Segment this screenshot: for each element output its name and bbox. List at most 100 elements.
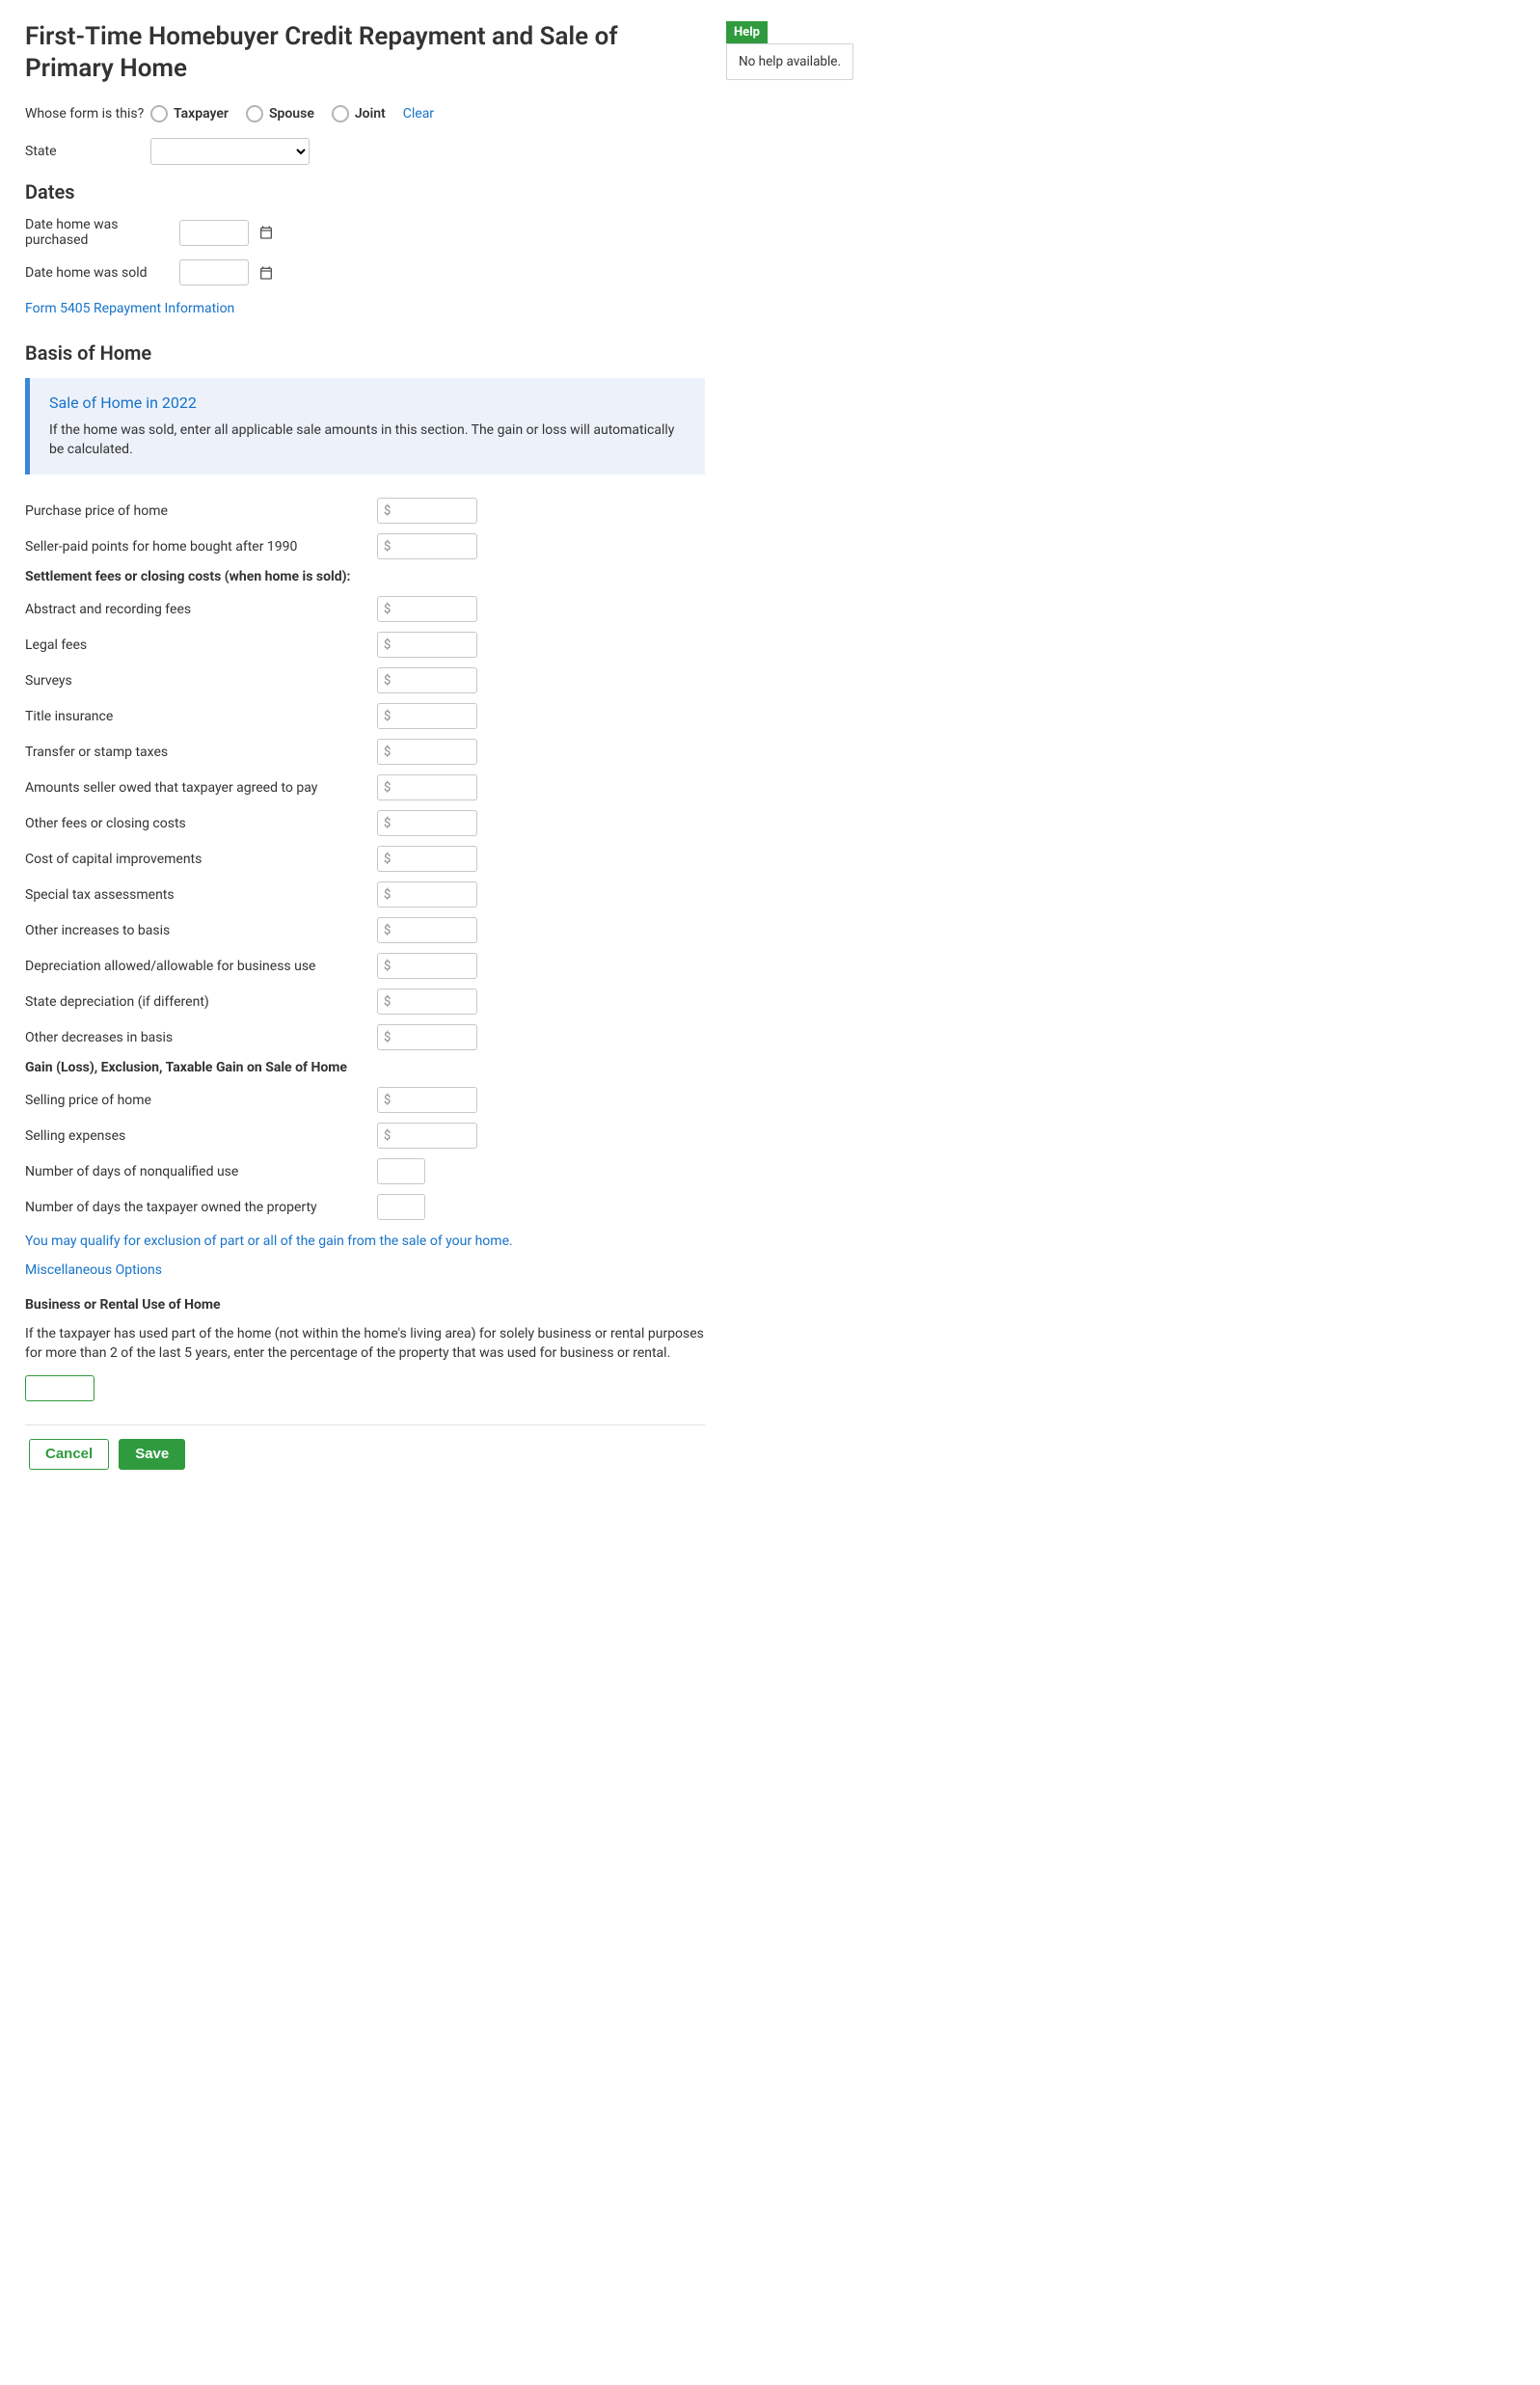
amounts-seller-owed-row: Amounts seller owed that taxpayer agreed… xyxy=(25,774,705,800)
info-box-title: Sale of Home in 2022 xyxy=(49,393,686,412)
gain-loss-head: Gain (Loss), Exclusion, Taxable Gain on … xyxy=(25,1060,705,1075)
purchase-price-label: Purchase price of home xyxy=(25,503,377,519)
transfer-taxes-row: Transfer or stamp taxes $ xyxy=(25,739,705,765)
seller-paid-points-row: Seller-paid points for home bought after… xyxy=(25,533,705,559)
special-tax-label: Special tax assessments xyxy=(25,887,377,903)
button-row: Cancel Save xyxy=(29,1439,705,1470)
radio-taxpayer[interactable]: Taxpayer xyxy=(150,105,229,122)
capital-improvements-label: Cost of capital improvements xyxy=(25,852,377,867)
other-increases-input[interactable] xyxy=(377,917,477,943)
legal-fees-label: Legal fees xyxy=(25,637,377,653)
legal-fees-row: Legal fees $ xyxy=(25,632,705,658)
surveys-label: Surveys xyxy=(25,673,377,689)
date-sold-row: Date home was sold xyxy=(25,259,705,285)
separator-rule xyxy=(25,1424,705,1425)
other-increases-label: Other increases to basis xyxy=(25,923,377,938)
business-rental-percent-input[interactable] xyxy=(25,1375,95,1401)
basis-section-title: Basis of Home xyxy=(25,341,705,365)
calendar-icon[interactable] xyxy=(258,265,274,281)
other-fees-row: Other fees or closing costs $ xyxy=(25,810,705,836)
capital-improvements-input[interactable] xyxy=(377,846,477,872)
cancel-button[interactable]: Cancel xyxy=(29,1439,109,1470)
selling-price-row: Selling price of home $ xyxy=(25,1087,705,1113)
help-box: No help available. xyxy=(726,43,853,80)
radio-circle-icon[interactable] xyxy=(246,105,263,122)
date-purchased-input[interactable] xyxy=(179,220,249,246)
owned-days-row: Number of days the taxpayer owned the pr… xyxy=(25,1194,705,1220)
special-tax-input[interactable] xyxy=(377,881,477,908)
selling-expenses-label: Selling expenses xyxy=(25,1128,377,1144)
amounts-seller-owed-input[interactable] xyxy=(377,774,477,800)
surveys-row: Surveys $ xyxy=(25,667,705,693)
dates-section-title: Dates xyxy=(25,180,705,203)
owned-days-label: Number of days the taxpayer owned the pr… xyxy=(25,1200,377,1215)
radio-circle-icon[interactable] xyxy=(332,105,349,122)
clear-link[interactable]: Clear xyxy=(403,106,434,122)
state-depreciation-label: State depreciation (if different) xyxy=(25,994,377,1010)
selling-price-label: Selling price of home xyxy=(25,1093,377,1108)
state-select[interactable] xyxy=(150,138,310,165)
page-title: First-Time Homebuyer Credit Repayment an… xyxy=(25,21,705,84)
transfer-taxes-input[interactable] xyxy=(377,739,477,765)
state-row: State xyxy=(25,138,705,165)
other-decreases-row: Other decreases in basis $ xyxy=(25,1024,705,1050)
info-box: Sale of Home in 2022 If the home was sol… xyxy=(25,378,705,474)
other-fees-input[interactable] xyxy=(377,810,477,836)
form-5405-link[interactable]: Form 5405 Repayment Information xyxy=(25,301,234,316)
whose-form-radio-group: Taxpayer Spouse Joint Clear xyxy=(150,105,434,122)
date-purchased-label: Date home was purchased xyxy=(25,217,179,248)
depreciation-row: Depreciation allowed/allowable for busin… xyxy=(25,953,705,979)
radio-taxpayer-label: Taxpayer xyxy=(174,106,229,122)
other-decreases-input[interactable] xyxy=(377,1024,477,1050)
depreciation-input[interactable] xyxy=(377,953,477,979)
radio-spouse-label: Spouse xyxy=(269,106,314,122)
radio-spouse[interactable]: Spouse xyxy=(246,105,314,122)
settlement-fees-head: Settlement fees or closing costs (when h… xyxy=(25,569,705,584)
purchase-price-row: Purchase price of home $ xyxy=(25,498,705,524)
nonqualified-days-input[interactable] xyxy=(377,1158,425,1184)
state-depreciation-input[interactable] xyxy=(377,989,477,1015)
title-insurance-input[interactable] xyxy=(377,703,477,729)
exclusion-link[interactable]: You may qualify for exclusion of part or… xyxy=(25,1233,513,1249)
legal-fees-input[interactable] xyxy=(377,632,477,658)
business-rental-head: Business or Rental Use of Home xyxy=(25,1297,705,1313)
nonqualified-days-label: Number of days of nonqualified use xyxy=(25,1164,377,1179)
title-insurance-label: Title insurance xyxy=(25,709,377,724)
main-form-area: First-Time Homebuyer Credit Repayment an… xyxy=(25,21,705,1470)
capital-improvements-row: Cost of capital improvements $ xyxy=(25,846,705,872)
state-label: State xyxy=(25,144,150,159)
other-fees-label: Other fees or closing costs xyxy=(25,816,377,831)
seller-paid-points-input[interactable] xyxy=(377,533,477,559)
help-panel: Help No help available. xyxy=(726,21,853,1470)
other-decreases-label: Other decreases in basis xyxy=(25,1030,377,1045)
date-purchased-row: Date home was purchased xyxy=(25,217,705,248)
special-tax-row: Special tax assessments $ xyxy=(25,881,705,908)
state-depreciation-row: State depreciation (if different) $ xyxy=(25,989,705,1015)
misc-options-link[interactable]: Miscellaneous Options xyxy=(25,1262,162,1278)
radio-joint[interactable]: Joint xyxy=(332,105,386,122)
seller-paid-points-label: Seller-paid points for home bought after… xyxy=(25,539,377,555)
business-rental-text: If the taxpayer has used part of the hom… xyxy=(25,1324,705,1364)
depreciation-label: Depreciation allowed/allowable for busin… xyxy=(25,959,377,974)
abstract-fees-input[interactable] xyxy=(377,596,477,622)
info-box-text: If the home was sold, enter all applicab… xyxy=(49,421,686,459)
calendar-icon[interactable] xyxy=(258,225,274,240)
selling-price-input[interactable] xyxy=(377,1087,477,1113)
abstract-fees-row: Abstract and recording fees $ xyxy=(25,596,705,622)
date-sold-label: Date home was sold xyxy=(25,265,179,281)
save-button[interactable]: Save xyxy=(119,1439,185,1470)
purchase-price-input[interactable] xyxy=(377,498,477,524)
whose-form-label: Whose form is this? xyxy=(25,106,150,122)
radio-circle-icon[interactable] xyxy=(150,105,168,122)
date-sold-input[interactable] xyxy=(179,259,249,285)
selling-expenses-row: Selling expenses $ xyxy=(25,1123,705,1149)
selling-expenses-input[interactable] xyxy=(377,1123,477,1149)
transfer-taxes-label: Transfer or stamp taxes xyxy=(25,745,377,760)
owned-days-input[interactable] xyxy=(377,1194,425,1220)
surveys-input[interactable] xyxy=(377,667,477,693)
help-tab[interactable]: Help xyxy=(726,21,768,43)
nonqualified-days-row: Number of days of nonqualified use xyxy=(25,1158,705,1184)
amounts-seller-owed-label: Amounts seller owed that taxpayer agreed… xyxy=(25,780,377,796)
radio-joint-label: Joint xyxy=(355,106,386,122)
whose-form-row: Whose form is this? Taxpayer Spouse Join… xyxy=(25,101,705,126)
